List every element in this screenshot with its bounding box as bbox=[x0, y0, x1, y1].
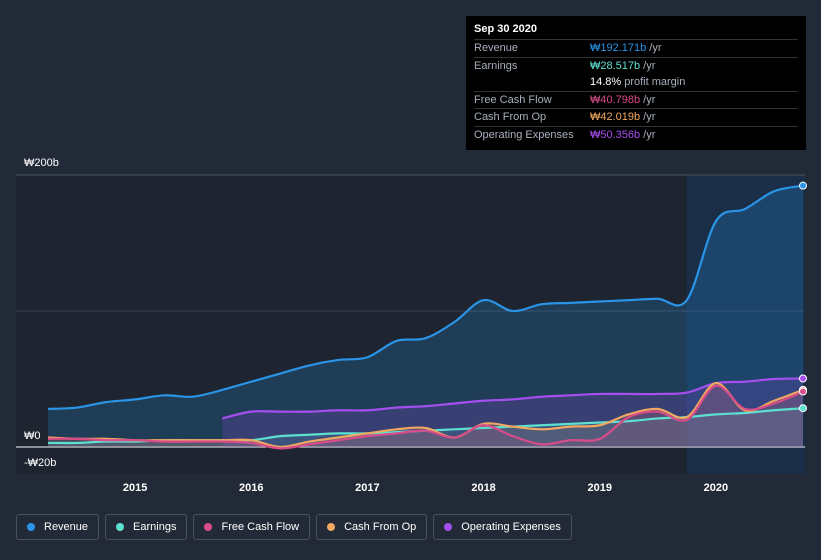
tooltip-row-profit-margin: 14.8% profit margin bbox=[474, 74, 798, 91]
chart: ₩200b ₩0 -₩20b 2015 2016 2017 2018 2019 2020 bbox=[16, 157, 807, 494]
x-tick-label: 2017 bbox=[355, 482, 379, 494]
tooltip-value-number: ₩192.171b bbox=[590, 42, 647, 55]
tooltip-value-number: ₩28.517b bbox=[590, 59, 641, 72]
endpoint-earnings bbox=[799, 404, 807, 413]
line-free-cash-flow bbox=[47, 384, 804, 450]
tooltip-unit: /yr bbox=[643, 128, 656, 141]
tooltip-unit: /yr bbox=[649, 42, 662, 55]
legend-dot-icon bbox=[116, 523, 125, 531]
tooltip-value-number: ₩42.019b bbox=[590, 111, 641, 124]
legend-dot-icon bbox=[444, 523, 453, 531]
tooltip-row-operating-expenses: Operating Expenses ₩50.356b/yr bbox=[474, 125, 798, 144]
tooltip-unit: /yr bbox=[643, 93, 656, 106]
legend-dot-icon bbox=[327, 523, 336, 531]
x-tick-label: 2018 bbox=[471, 482, 495, 494]
legend-dot-icon bbox=[204, 523, 213, 531]
series-endpoints bbox=[799, 181, 807, 413]
tooltip-unit: profit margin bbox=[624, 76, 686, 89]
gridlines bbox=[16, 174, 805, 448]
tooltip-value: ₩28.517b/yr bbox=[590, 60, 655, 72]
y-label-top: ₩200b bbox=[24, 157, 59, 169]
tooltip-panel: Sep 30 2020 Revenue ₩192.171b/yr Earning… bbox=[466, 16, 806, 150]
x-axis-ticks: 2015 2016 2017 2018 2019 2020 bbox=[123, 482, 728, 494]
legend-label: Cash From Op bbox=[344, 521, 417, 533]
legend-label: Revenue bbox=[44, 521, 89, 533]
area-revenue bbox=[48, 185, 803, 447]
tooltip-value-number: ₩40.798b bbox=[590, 93, 641, 106]
line-cash-from-op bbox=[47, 381, 804, 449]
chart-background bbox=[16, 175, 805, 474]
area-free-cash-flow bbox=[48, 385, 803, 449]
legend-item-earnings[interactable]: Earnings bbox=[105, 514, 188, 540]
x-tick-label: 2020 bbox=[704, 482, 728, 494]
tooltip-date: Sep 30 2020 bbox=[474, 23, 537, 35]
endpoint-free-cash-flow bbox=[799, 387, 807, 396]
tooltip-unit: /yr bbox=[643, 59, 656, 72]
tooltip-row-earnings: Earnings ₩28.517b/yr bbox=[474, 56, 798, 75]
area-cash-from-op bbox=[48, 383, 803, 448]
tooltip-label: Earnings bbox=[474, 59, 518, 72]
legend-item-operating-expenses[interactable]: Operating Expenses bbox=[433, 514, 572, 540]
x-tick-label: 2019 bbox=[587, 482, 611, 494]
highlight-region bbox=[686, 175, 805, 474]
line-operating-expenses bbox=[221, 377, 804, 420]
tooltip-row-cash-from-op: Cash From Op ₩42.019b/yr bbox=[474, 108, 798, 126]
tooltip-value: ₩40.798b/yr bbox=[590, 94, 655, 106]
y-label-bottom: -₩20b bbox=[24, 457, 56, 469]
area-earnings bbox=[48, 408, 803, 447]
endpoint-operating-expenses bbox=[799, 374, 807, 383]
series-lines bbox=[47, 184, 804, 450]
legend-item-free-cash-flow[interactable]: Free Cash Flow bbox=[193, 514, 311, 540]
tooltip-label: Cash From Op bbox=[474, 111, 547, 124]
tooltip-value-number: ₩50.356b bbox=[590, 128, 641, 141]
endpoint-revenue bbox=[799, 181, 807, 190]
plot-background bbox=[16, 175, 805, 474]
area-operating-expenses bbox=[222, 378, 803, 447]
legend-label: Free Cash Flow bbox=[221, 521, 300, 533]
tooltip-label: Free Cash Flow bbox=[474, 93, 552, 106]
legend-label: Operating Expenses bbox=[461, 521, 561, 533]
tooltip-value: 14.8% profit margin bbox=[590, 76, 685, 88]
y-label-zero: ₩0 bbox=[24, 430, 41, 442]
tooltip-unit: /yr bbox=[643, 111, 656, 124]
legend-label: Earnings bbox=[133, 521, 177, 533]
tooltip-label: Operating Expenses bbox=[474, 128, 574, 141]
tooltip-label: Revenue bbox=[474, 42, 519, 55]
tooltip-row-revenue: Revenue ₩192.171b/yr bbox=[474, 39, 798, 57]
line-revenue bbox=[47, 184, 804, 411]
legend: Revenue Earnings Free Cash Flow Cash Fro… bbox=[16, 514, 572, 542]
x-tick-label: 2016 bbox=[239, 482, 263, 494]
x-tick-label: 2015 bbox=[123, 482, 147, 494]
tooltip-value-number: 14.8% bbox=[590, 76, 622, 89]
series-areas bbox=[48, 185, 803, 449]
tooltip-value: ₩50.356b/yr bbox=[590, 129, 655, 141]
legend-item-cash-from-op[interactable]: Cash From Op bbox=[316, 514, 428, 540]
legend-dot-icon bbox=[27, 523, 35, 531]
legend-item-revenue[interactable]: Revenue bbox=[16, 514, 100, 540]
tooltip-value: ₩42.019b/yr bbox=[590, 111, 655, 123]
tooltip-row-free-cash-flow: Free Cash Flow ₩40.798b/yr bbox=[474, 90, 798, 109]
tooltip-value: ₩192.171b/yr bbox=[590, 42, 662, 54]
